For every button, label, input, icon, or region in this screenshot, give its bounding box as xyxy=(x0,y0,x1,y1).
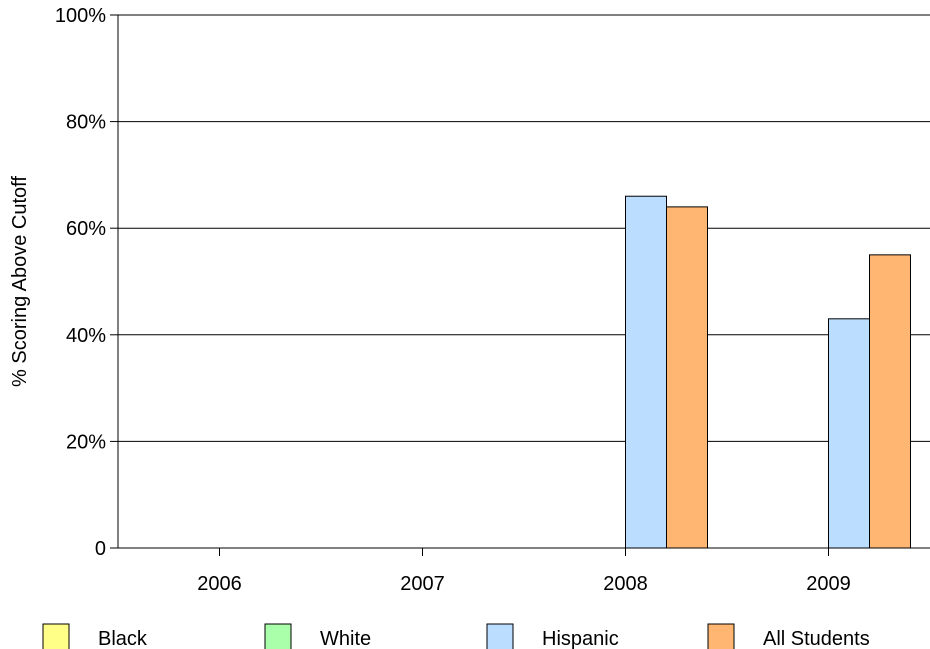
legend: Black White Hispanic All Students xyxy=(42,623,870,649)
legend-swatch xyxy=(707,623,735,649)
y-tick-label: 100% xyxy=(55,5,106,27)
x-tick-label: 2009 xyxy=(806,573,851,595)
y-tick-label: 40% xyxy=(66,325,106,347)
legend-label: White xyxy=(320,628,371,649)
legend-label: All Students xyxy=(763,628,870,649)
bar-hispanic-2009 xyxy=(828,318,870,549)
y-tick-label: 0 xyxy=(95,538,106,560)
y-axis-ticks: 0 20% 40% 60% 80% 100% xyxy=(55,5,118,560)
bars xyxy=(625,195,911,549)
bar-hispanic-2008 xyxy=(625,195,667,549)
bar-all-students-2008 xyxy=(666,206,708,549)
x-tick-label: 2006 xyxy=(197,573,242,595)
x-tick-label: 2008 xyxy=(603,573,648,595)
legend-swatch xyxy=(264,623,292,649)
y-tick-label: 20% xyxy=(66,431,106,453)
y-tick-label: 60% xyxy=(66,218,106,240)
bar-all-students-2009 xyxy=(869,254,911,549)
y-axis-label: % Scoring Above Cutoff xyxy=(9,176,31,387)
x-axis-ticks: 2006 2007 2008 2009 xyxy=(197,548,851,595)
axes xyxy=(117,15,930,549)
y-tick-label: 80% xyxy=(66,112,106,134)
gridlines xyxy=(118,14,930,442)
x-tick-label: 2007 xyxy=(400,573,445,595)
legend-label: Hispanic xyxy=(542,628,619,649)
legend-label: Black xyxy=(98,628,148,649)
legend-swatch xyxy=(42,623,70,649)
legend-swatch xyxy=(486,623,514,649)
